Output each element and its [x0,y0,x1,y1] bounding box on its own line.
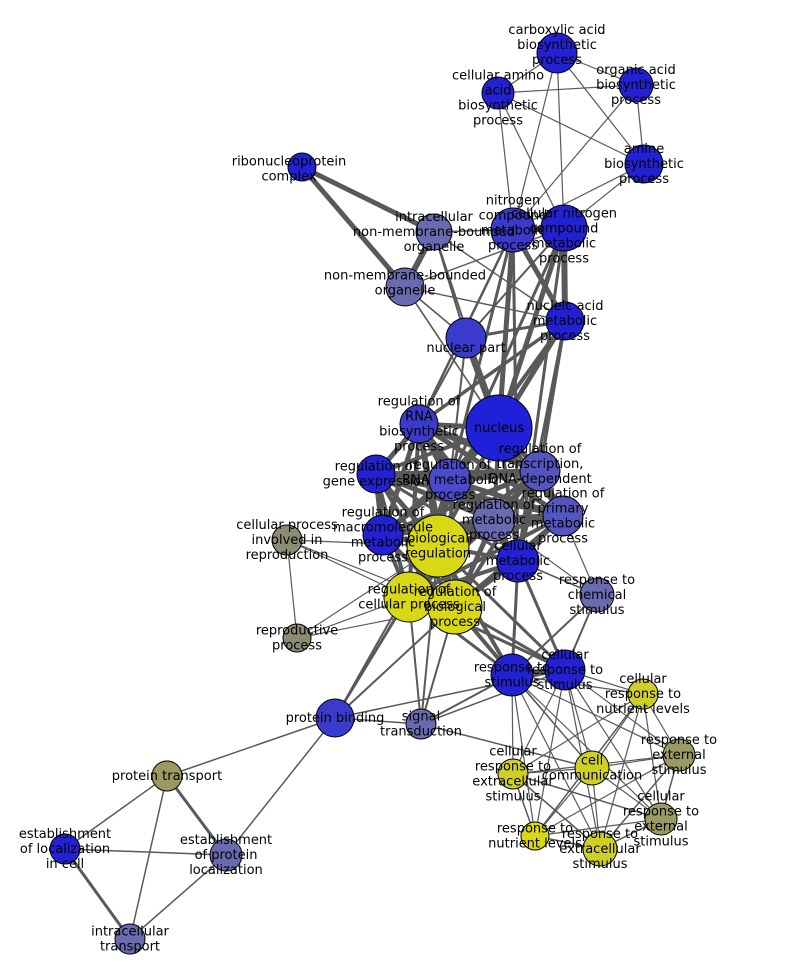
network-node-organic-acid-biosynthetic-process[interactable] [618,67,654,103]
network-node-regulation-of-primary-metabolic-process[interactable] [542,495,584,537]
network-node-regulation-of-metabolic-process[interactable] [472,498,516,542]
network-edge [534,754,680,837]
network-edge [404,286,566,322]
network-edge [420,723,593,769]
network-node-cellular-process-involved-in-reproduction[interactable] [271,524,303,556]
network-edge [511,674,601,850]
network-node-regulation-of-rna-biosynthetic-process[interactable] [399,404,439,444]
network-node-cellular-response-to-stimulus[interactable] [544,649,586,691]
nodes-layer [49,32,696,955]
network-node-cellular-response-to-nutrient-levels[interactable] [627,678,659,710]
network-edge [286,539,298,639]
network-edge [511,674,680,756]
network-edge [512,773,662,820]
network-node-protein-transport[interactable] [151,760,183,792]
network-node-cellular-amino-acid-biosynthetic-process[interactable] [481,76,515,110]
network-node-response-to-chemical-stimulus[interactable] [579,577,615,613]
network-node-cellular-metabolic-process[interactable] [496,539,540,583]
network-edge [599,693,644,850]
network-node-nucleus[interactable] [465,394,533,462]
network-node-regulation-of-biological-process[interactable] [427,579,483,635]
network-edge [497,92,565,229]
network-node-non-membrane-bounded-organelle[interactable] [385,267,425,307]
network-edge [512,773,601,850]
network-node-response-to-extracellular-stimulus[interactable] [582,831,618,867]
network-edge [420,669,566,725]
network-edge [417,319,567,426]
network-node-regulation-of-transcription-dna-dependent[interactable] [519,450,561,492]
network-edge [556,52,565,229]
network-node-intracellular-non-membrane-bounded-organelle[interactable] [415,213,453,251]
network-edge [534,669,566,837]
network-edge [511,674,536,837]
network-node-response-to-nutrient-levels[interactable] [520,821,550,851]
network-edge [300,165,407,289]
network-edge [465,227,565,339]
network-edge [433,231,566,322]
network-node-establishment-of-protein-localization[interactable] [209,838,243,872]
network-node-cellular-nitrogen-compound-metabolic-process[interactable] [540,204,588,252]
network-edge [599,754,680,850]
network-node-response-to-external-stimulus[interactable] [662,738,696,772]
network-edge [64,775,168,850]
network-node-nuclear-part[interactable] [445,317,487,359]
network-node-ribonucleoprotein-complex[interactable] [287,152,317,182]
network-edge [512,693,644,775]
network-node-biological-regulation[interactable] [406,514,470,578]
network-edge [512,52,558,231]
network-node-regulation-of-gene-expression[interactable] [356,454,396,494]
network-node-carboxylic-acid-biosynthetic-process[interactable] [536,32,578,74]
network-edge [512,84,637,231]
network-edge [375,471,564,519]
network-node-regulation-of-rna-metabolic-process[interactable] [428,458,472,502]
edges-layer [63,52,680,940]
network-edge [512,163,645,231]
network-edge [534,818,662,837]
network-edge [497,92,514,231]
network-node-cellular-response-to-external-stimulus[interactable] [644,802,678,836]
network-edge [642,693,662,820]
network-edge [63,848,132,940]
network-edge [300,164,436,235]
network-node-regulation-of-cellular-process[interactable] [383,571,435,623]
network-edge [382,468,541,538]
network-edge [404,227,565,288]
network-node-cellular-response-to-extracellular-stimulus[interactable] [497,758,529,790]
network-node-signal-transduction[interactable] [405,708,437,740]
network-node-nucleic-acid-metabolic-process[interactable] [545,301,585,341]
network-edge [64,848,227,856]
network-edge [564,669,680,756]
network-edge [449,337,467,481]
network-node-nitrogen-compound-metabolic-process[interactable] [490,207,536,253]
network-edge [556,52,645,165]
network-node-establishment-of-localization-in-cell[interactable] [49,833,81,865]
network-node-reproductive-process[interactable] [282,623,312,653]
network-edge [225,717,336,856]
network-node-cell-communication[interactable] [574,750,610,786]
network-node-amine-biosynthetic-process[interactable] [624,144,664,184]
network-edge [497,92,645,165]
network-edge [129,775,168,940]
network-edge [564,669,662,820]
network-edge [166,717,336,777]
network-edge [129,854,227,940]
network-node-intracellular-transport[interactable] [114,923,146,955]
network-node-protein-binding[interactable] [315,698,355,738]
network-node-response-to-stimulus[interactable] [490,653,534,697]
network-node-regulation-of-macromolecule-metabolic-process[interactable] [362,514,404,556]
network-edge [497,84,637,94]
